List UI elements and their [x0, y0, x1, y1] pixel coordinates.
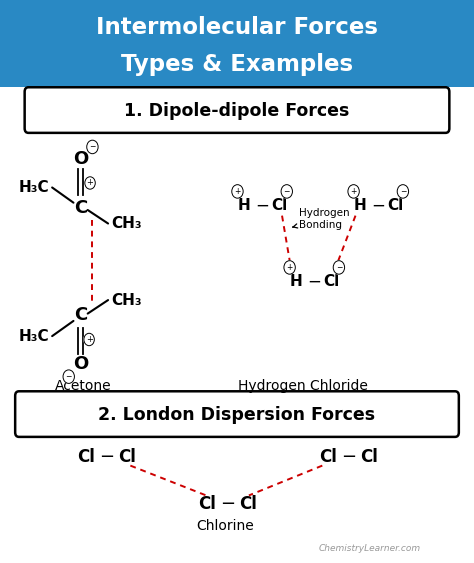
- Text: +: +: [87, 178, 93, 187]
- Text: −: −: [255, 196, 269, 215]
- Text: Cl: Cl: [388, 198, 404, 213]
- Text: CH₃: CH₃: [112, 216, 142, 231]
- Circle shape: [397, 185, 409, 198]
- Text: Hydrogen Chloride: Hydrogen Chloride: [238, 379, 368, 392]
- Text: Acetone: Acetone: [55, 379, 111, 392]
- Text: Cl: Cl: [319, 448, 337, 466]
- Text: −: −: [307, 272, 321, 291]
- Text: C: C: [74, 199, 87, 217]
- Circle shape: [348, 185, 359, 198]
- FancyBboxPatch shape: [15, 391, 459, 437]
- Circle shape: [84, 333, 94, 346]
- Text: Cl: Cl: [77, 448, 95, 466]
- Text: +: +: [86, 335, 92, 344]
- Text: Cl: Cl: [118, 448, 136, 466]
- Bar: [0, 0, 474, 87]
- Text: Hydrogen
Bonding: Hydrogen Bonding: [293, 208, 349, 230]
- Text: Cl: Cl: [360, 448, 378, 466]
- Text: −: −: [220, 495, 235, 513]
- Text: −: −: [336, 263, 342, 272]
- Text: 2. London Dispersion Forces: 2. London Dispersion Forces: [99, 406, 375, 424]
- Text: 1. Dipole-dipole Forces: 1. Dipole-dipole Forces: [124, 102, 350, 120]
- Text: −: −: [283, 187, 290, 196]
- Text: Intermolecular Forces: Intermolecular Forces: [96, 16, 378, 38]
- Text: −: −: [371, 196, 385, 215]
- Text: +: +: [350, 187, 357, 196]
- Text: Cl: Cl: [198, 495, 216, 513]
- Text: H₃C: H₃C: [19, 180, 49, 195]
- Circle shape: [87, 140, 98, 154]
- Text: C: C: [74, 306, 87, 324]
- Text: −: −: [89, 142, 96, 151]
- Text: Chlorine: Chlorine: [196, 520, 254, 533]
- Text: Cl: Cl: [239, 495, 257, 513]
- Circle shape: [281, 185, 292, 198]
- Text: CH₃: CH₃: [112, 293, 142, 307]
- Text: Types & Examples: Types & Examples: [121, 53, 353, 76]
- Text: −: −: [65, 372, 72, 381]
- Circle shape: [85, 177, 95, 189]
- Text: +: +: [234, 187, 241, 196]
- Circle shape: [333, 261, 345, 274]
- Text: H₃C: H₃C: [19, 329, 49, 343]
- Circle shape: [63, 370, 74, 383]
- Text: −: −: [341, 448, 356, 466]
- FancyBboxPatch shape: [25, 87, 449, 133]
- Text: Cl: Cl: [324, 274, 340, 289]
- Text: ChemistryLearner.com: ChemistryLearner.com: [319, 544, 421, 553]
- Text: Cl: Cl: [272, 198, 288, 213]
- Text: H: H: [238, 198, 250, 213]
- Text: H: H: [354, 198, 366, 213]
- Text: +: +: [286, 263, 293, 272]
- Text: H: H: [290, 274, 302, 289]
- Text: O: O: [73, 355, 88, 373]
- Text: −: −: [99, 448, 114, 466]
- Text: −: −: [400, 187, 406, 196]
- Circle shape: [284, 261, 295, 274]
- Text: O: O: [73, 150, 88, 168]
- Circle shape: [232, 185, 243, 198]
